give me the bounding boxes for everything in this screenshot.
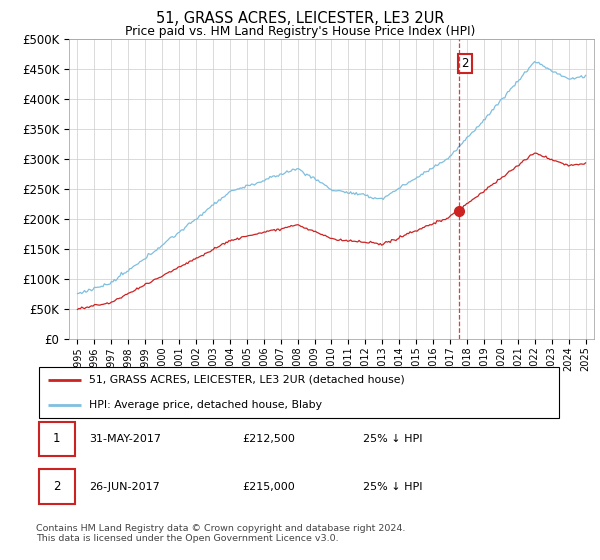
Text: £212,500: £212,500 [242, 434, 295, 444]
FancyBboxPatch shape [38, 469, 74, 504]
Text: £215,000: £215,000 [242, 482, 295, 492]
Text: 51, GRASS ACRES, LEICESTER, LE3 2UR: 51, GRASS ACRES, LEICESTER, LE3 2UR [156, 11, 444, 26]
Text: 1: 1 [53, 432, 61, 446]
Text: 25% ↓ HPI: 25% ↓ HPI [364, 482, 423, 492]
Text: HPI: Average price, detached house, Blaby: HPI: Average price, detached house, Blab… [89, 400, 322, 410]
Text: 25% ↓ HPI: 25% ↓ HPI [364, 434, 423, 444]
Text: 26-JUN-2017: 26-JUN-2017 [89, 482, 160, 492]
FancyBboxPatch shape [38, 422, 74, 456]
Text: Price paid vs. HM Land Registry's House Price Index (HPI): Price paid vs. HM Land Registry's House … [125, 25, 475, 38]
Text: 2: 2 [461, 57, 469, 69]
FancyBboxPatch shape [38, 367, 559, 418]
Text: Contains HM Land Registry data © Crown copyright and database right 2024.
This d: Contains HM Land Registry data © Crown c… [36, 524, 406, 543]
Text: 2: 2 [53, 480, 61, 493]
Text: 31-MAY-2017: 31-MAY-2017 [89, 434, 161, 444]
Text: 51, GRASS ACRES, LEICESTER, LE3 2UR (detached house): 51, GRASS ACRES, LEICESTER, LE3 2UR (det… [89, 375, 404, 385]
